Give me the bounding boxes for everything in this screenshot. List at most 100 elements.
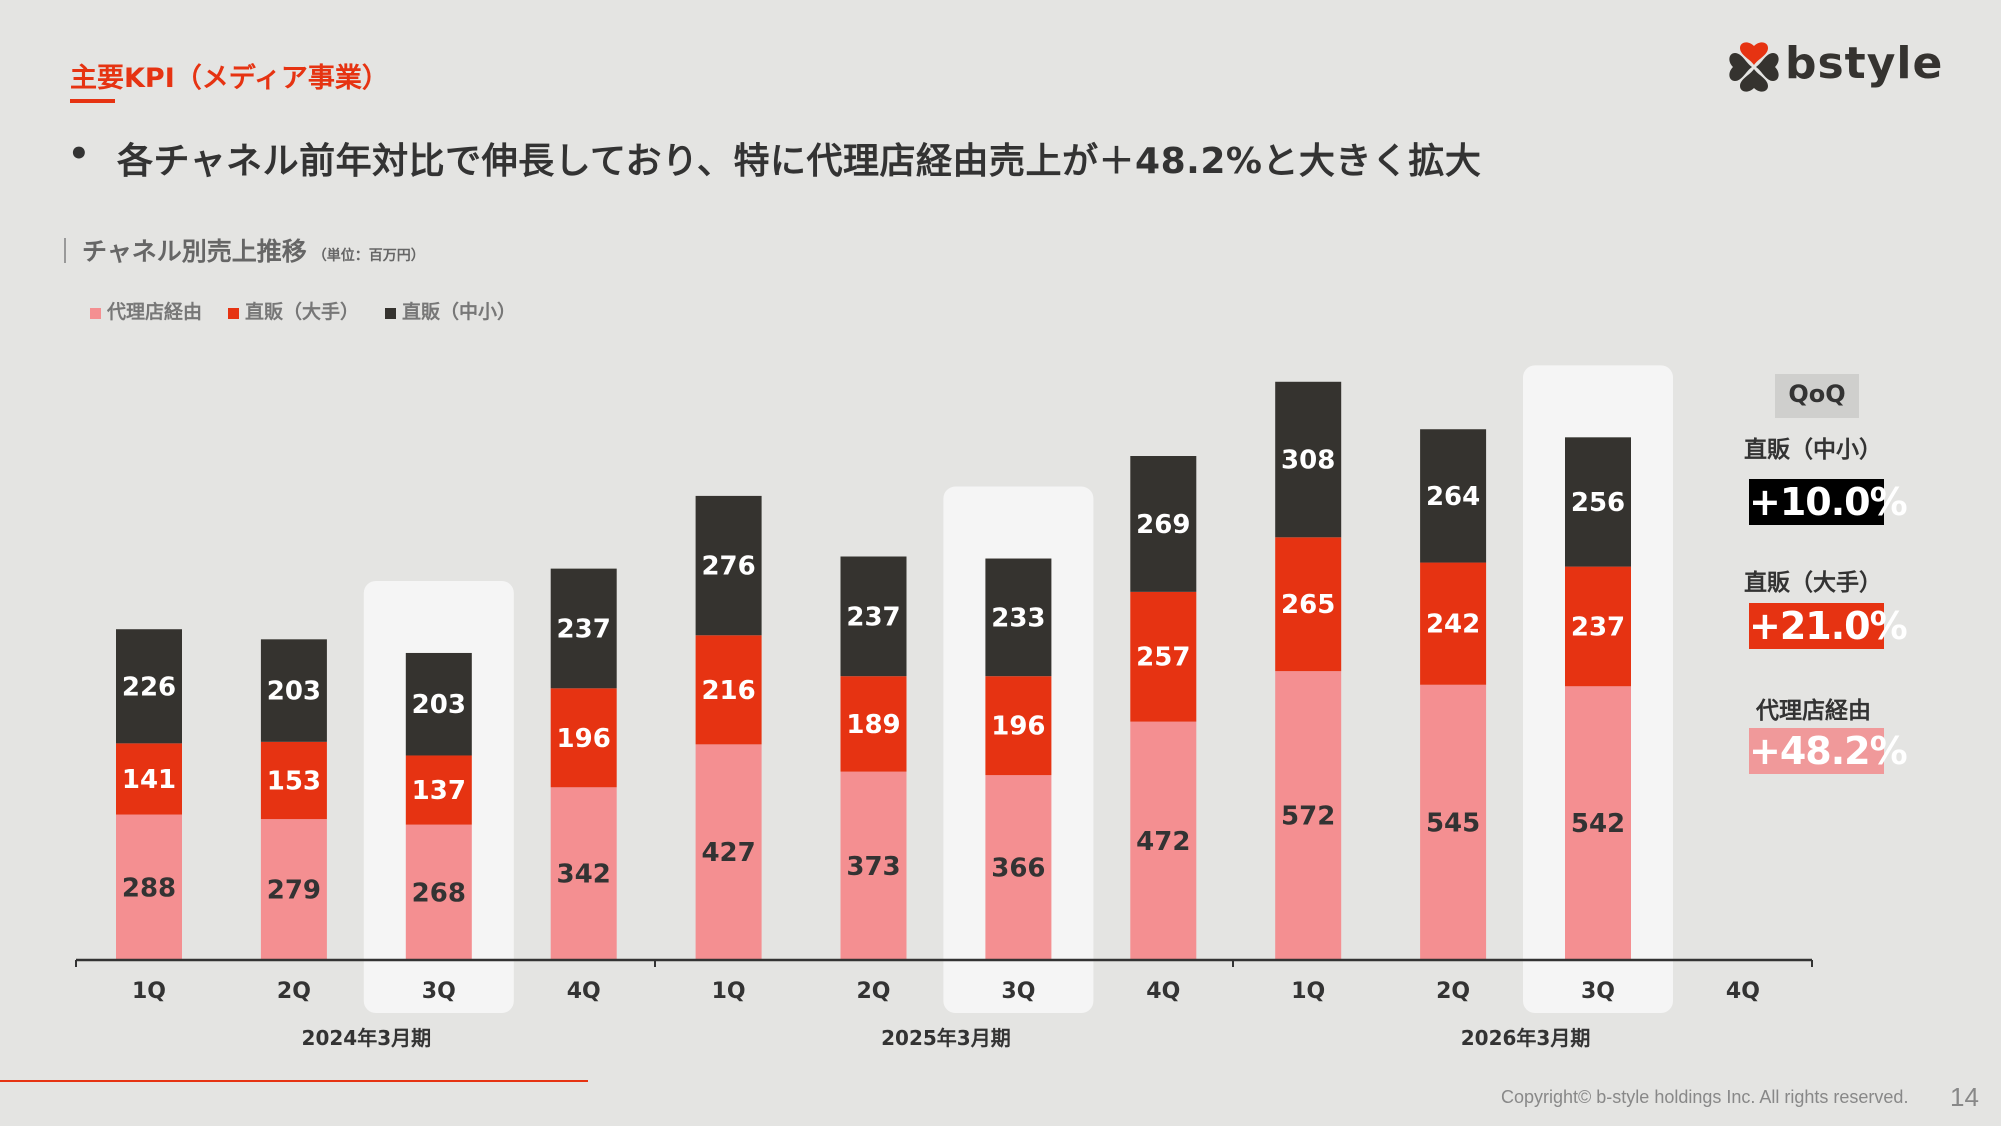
- data-label: 276: [701, 552, 755, 582]
- category-label: 3Q: [1001, 979, 1035, 1004]
- qoq-label-direct-sme: 直販（中小）: [1744, 437, 1882, 463]
- data-label: 141: [122, 765, 176, 795]
- data-label: 233: [991, 603, 1045, 633]
- bar-segment-agency: [260, 819, 327, 960]
- data-label: 427: [701, 838, 755, 868]
- copyright-text: Copyright© b-style holdings Inc. All rig…: [1501, 1087, 1909, 1107]
- qoq-value-direct-sme: +10.0%: [1749, 479, 1908, 525]
- bar-segment-direct_large: [1130, 591, 1197, 722]
- bar-segment-direct_large: [985, 676, 1052, 776]
- bar-segment-agency: [840, 771, 907, 960]
- data-label: 288: [122, 873, 176, 903]
- bar-segment-direct_sme: [260, 639, 327, 742]
- bullet-marker: •: [68, 134, 90, 174]
- chart-legend: 代理店経由 直販（大手） 直販（中小）: [90, 297, 542, 324]
- bar-segment-direct_large: [550, 688, 617, 788]
- page-title: 主要KPI（メディア事業）: [70, 63, 389, 94]
- clover-heart-icon: [1729, 42, 1779, 92]
- bar-segment-agency: [695, 744, 762, 960]
- data-label: 237: [557, 614, 611, 644]
- bar-segment-agency: [1130, 721, 1197, 960]
- data-label: 265: [1281, 590, 1335, 620]
- bar-segment-direct_sme: [1565, 437, 1631, 567]
- legend-item-direct-large: 直販（大手）: [228, 297, 359, 324]
- legend-swatch-direct-sme: [385, 308, 397, 319]
- data-label: 203: [267, 677, 321, 707]
- data-label: 189: [846, 710, 900, 740]
- headline-text: 各チャネル前年対比で伸長しており、特に代理店経由売上が＋48.2%と大きく拡大: [117, 141, 1482, 182]
- bar-segment-direct_sme: [695, 495, 762, 636]
- qoq-label-agency: 代理店経由: [1756, 698, 1871, 724]
- data-label: 269: [1136, 510, 1190, 540]
- data-label: 264: [1426, 482, 1480, 512]
- data-label: 196: [557, 724, 611, 754]
- legend-label: 代理店経由: [107, 301, 203, 323]
- data-label: 472: [1136, 827, 1190, 857]
- data-label: 279: [267, 876, 321, 906]
- legend-item-agency: 代理店経由: [90, 297, 202, 324]
- bar-segment-direct_sme: [840, 556, 907, 677]
- data-label: 257: [1136, 643, 1190, 673]
- data-label: 572: [1281, 802, 1335, 832]
- category-label: 4Q: [1726, 979, 1760, 1004]
- category-label: 1Q: [1291, 979, 1325, 1004]
- qoq-label-direct-large: 直販（大手）: [1744, 570, 1882, 596]
- bar-segment-direct_sme: [985, 558, 1052, 677]
- data-label: 366: [991, 854, 1045, 884]
- data-label: 137: [412, 776, 466, 806]
- fiscal-year-label: 2025年3月期: [881, 1026, 1011, 1050]
- data-label: 196: [991, 712, 1045, 742]
- data-label: 256: [1571, 488, 1625, 518]
- page-number: 14: [1950, 1082, 1979, 1112]
- company-logo: bstyle: [1727, 38, 1942, 94]
- bar-segment-agency: [405, 824, 472, 960]
- category-label: 3Q: [1581, 979, 1615, 1004]
- category-label: 4Q: [1146, 979, 1180, 1004]
- bar-segment-agency: [1275, 671, 1342, 960]
- data-label: 226: [122, 672, 176, 702]
- bar-segment-direct_large: [260, 741, 327, 820]
- unit-label: （単位：百万円）: [312, 248, 425, 264]
- data-label: 242: [1426, 610, 1480, 640]
- bar-segment-agency: [116, 814, 182, 960]
- title-underline: [70, 99, 115, 103]
- bar-segment-direct_large: [695, 635, 762, 745]
- qoq-heading: QoQ: [1775, 374, 1859, 418]
- data-label: 216: [701, 676, 755, 706]
- category-label: 1Q: [712, 979, 746, 1004]
- data-label: 342: [557, 860, 611, 890]
- legend-label: 直販（大手）: [245, 301, 360, 323]
- category-label: 2Q: [1436, 979, 1470, 1004]
- category-label: 2Q: [277, 979, 311, 1004]
- section-title-text: チャネル別売上推移: [82, 237, 307, 266]
- bar-segment-agency: [550, 787, 617, 960]
- bar-segment-agency: [1565, 686, 1631, 960]
- data-label: 237: [846, 602, 900, 632]
- data-label: 373: [846, 852, 900, 882]
- data-label: 153: [267, 766, 321, 796]
- category-label: 1Q: [132, 979, 166, 1004]
- bar-segment-direct_sme: [1275, 381, 1342, 538]
- legend-swatch-agency: [90, 308, 101, 319]
- section-divider: [64, 238, 66, 263]
- data-label: 308: [1281, 446, 1335, 476]
- bar-segment-direct_large: [1420, 562, 1487, 685]
- fiscal-year-label: 2024年3月期: [302, 1026, 432, 1050]
- legend-label: 直販（中小）: [402, 301, 517, 323]
- qoq-value-direct-large: +21.0%: [1749, 603, 1908, 649]
- legend-item-direct-sme: 直販（中小）: [385, 297, 516, 324]
- bar-segment-direct_large: [840, 676, 907, 772]
- bar-segment-direct_large: [1565, 566, 1631, 687]
- qoq-value-agency: +48.2%: [1749, 728, 1908, 774]
- bar-segment-direct_sme: [550, 568, 617, 689]
- data-label: 542: [1571, 809, 1625, 839]
- category-label: 3Q: [422, 979, 456, 1004]
- legend-swatch-direct-large: [228, 308, 240, 319]
- category-label: 2Q: [856, 979, 890, 1004]
- fiscal-year-label: 2026年3月期: [1461, 1026, 1591, 1050]
- section-title: チャネル別売上推移 （単位：百万円）: [82, 232, 425, 268]
- bar-segment-agency: [1420, 684, 1487, 960]
- bar-segment-direct_large: [116, 743, 182, 815]
- data-label: 545: [1426, 808, 1480, 838]
